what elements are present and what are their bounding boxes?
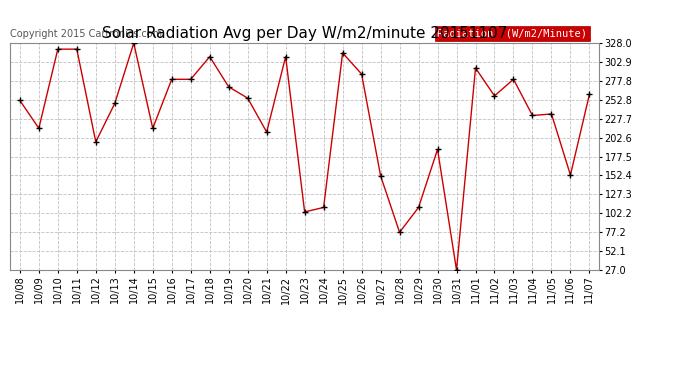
Text: Radiation  (W/m2/Minute): Radiation (W/m2/Minute) xyxy=(437,28,587,39)
Text: Copyright 2015 Cartronics.com: Copyright 2015 Cartronics.com xyxy=(10,28,162,39)
Title: Solar Radiation Avg per Day W/m2/minute 20151107: Solar Radiation Avg per Day W/m2/minute … xyxy=(102,26,507,40)
